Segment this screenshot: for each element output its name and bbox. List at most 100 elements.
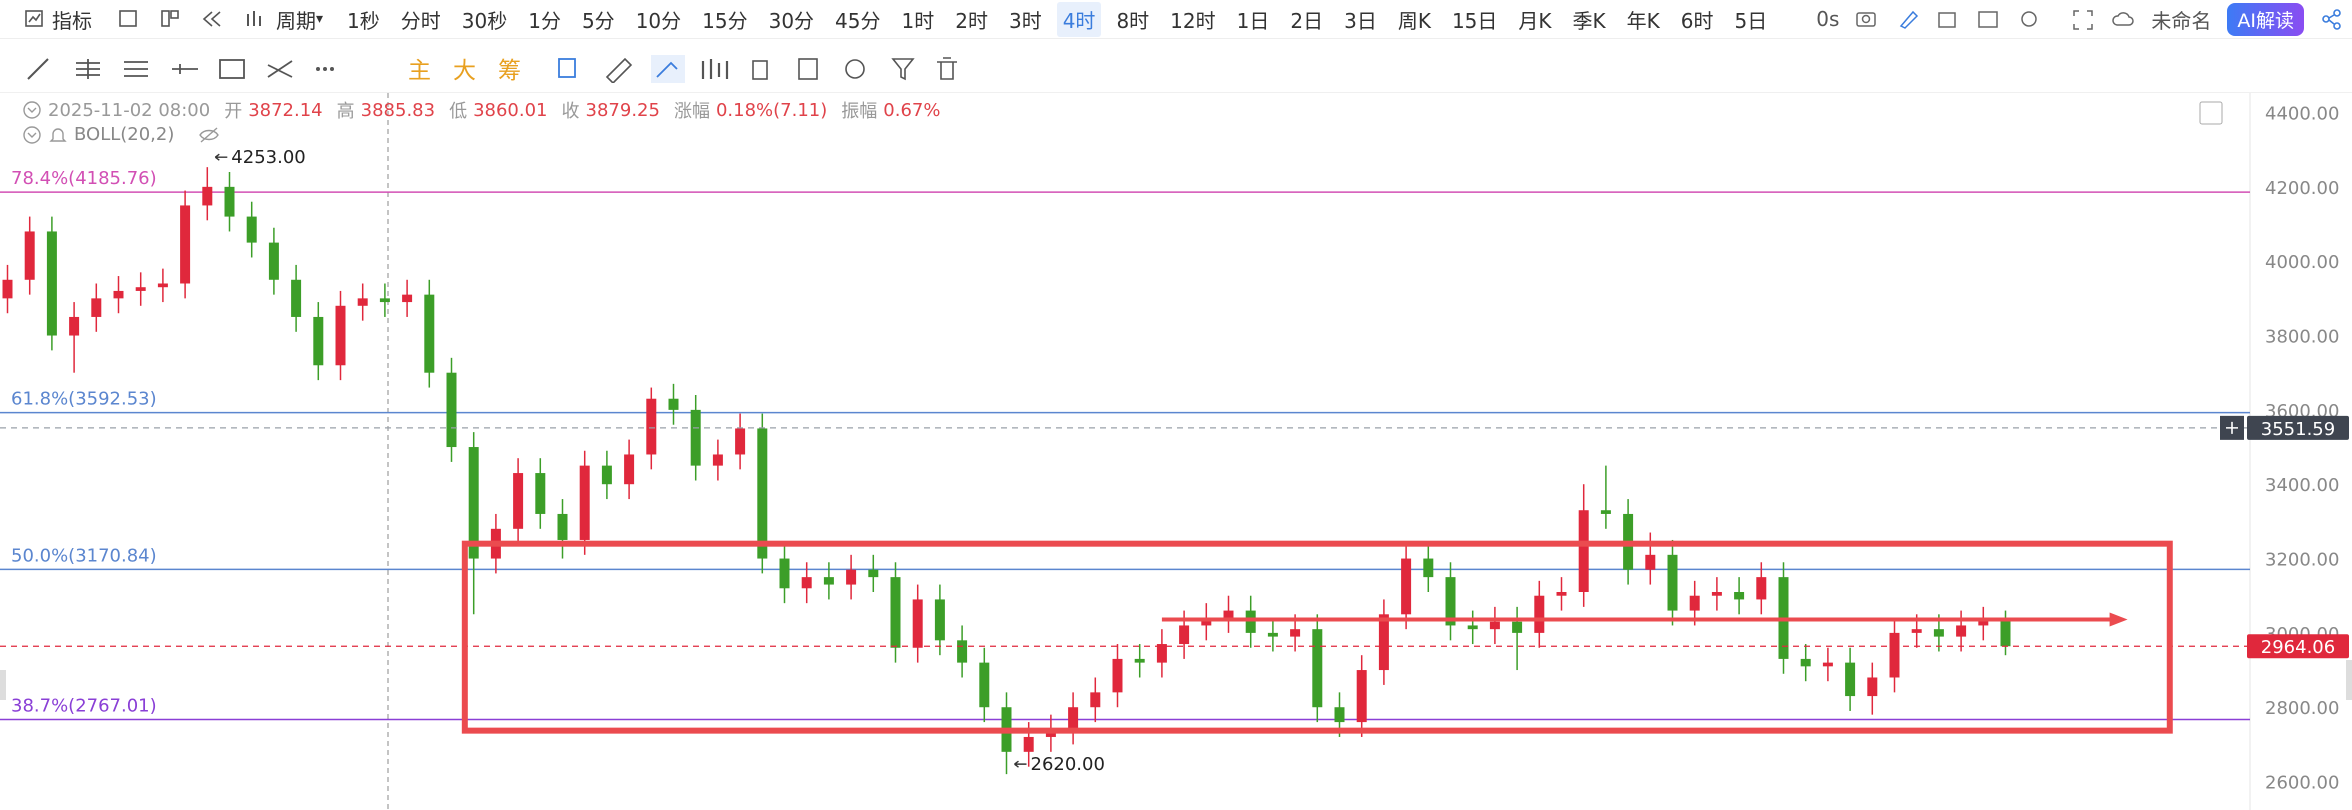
candle-body: [1201, 618, 1212, 626]
interval-button[interactable]: 年K: [1626, 8, 1660, 33]
interval-button[interactable]: 1时: [901, 8, 935, 33]
price-tag-bg: [2247, 634, 2349, 659]
price-tag-bg: [2247, 415, 2349, 440]
interval-button[interactable]: 1分: [528, 8, 561, 33]
candle-body: [46, 231, 57, 336]
candle-body: [1911, 629, 1922, 633]
y-tick-label: 2600.00: [2265, 773, 2339, 794]
interval-button[interactable]: 周K: [1397, 8, 1431, 33]
interval-button[interactable]: 2时: [955, 8, 988, 33]
info-label: 高: [336, 101, 355, 122]
candle-body: [1489, 621, 1500, 630]
candle-body: [24, 231, 35, 280]
interval-button[interactable]: 4时: [1056, 1, 1102, 37]
top-toolbar: 指标 周期 ▾ 1秒 分时 30秒 1分 5分 10分 15分 30分 45分 1时 2时 3时 4时 8…: [0, 0, 2352, 39]
candle-body: [1600, 510, 1611, 514]
interval-list: 1秒 分时 30秒 1分 5分 10分 15分 30分 45分 1时 2时 3时 4时 8时 12时 1日 2日…: [341, 1, 1782, 37]
info-label: 涨幅: [673, 101, 710, 122]
interval-button[interactable]: 15日: [1451, 8, 1498, 33]
candle-body: [1933, 629, 1944, 637]
info-date: 2025-11-02 08:00: [48, 99, 211, 121]
mode-button[interactable]: 主: [408, 58, 431, 84]
candle-body: [1978, 618, 1989, 626]
interval-button[interactable]: 5日: [1734, 8, 1768, 33]
period-button[interactable]: 周期: [276, 8, 316, 33]
candle-body: [1401, 558, 1412, 615]
info-value: 0.18%(7.11): [715, 99, 828, 121]
candle-body: [2000, 618, 2011, 647]
interval-button[interactable]: 5分: [581, 8, 615, 33]
info-label: 开: [224, 101, 243, 122]
candle-body: [1512, 621, 1523, 633]
candle-body: [868, 569, 879, 578]
candle-body: [801, 577, 812, 589]
candle-body: [202, 186, 213, 206]
fullscreen-icon[interactable]: [2071, 8, 2095, 30]
interval-button[interactable]: 1秒: [347, 8, 380, 33]
interval-button[interactable]: 季K: [1572, 8, 1606, 33]
candle-body: [823, 577, 834, 585]
info-value: 3872.14: [248, 99, 323, 121]
candle-body: [1645, 554, 1656, 570]
interval-button[interactable]: 30分: [768, 8, 815, 33]
candle-body: [1956, 625, 1967, 637]
more-tools: [558, 55, 957, 83]
interval-button[interactable]: 1日: [1236, 8, 1270, 33]
candle-body: [624, 454, 635, 485]
fib-label: 50.0%(3170.84): [11, 545, 157, 566]
dropdown-caret: ▾: [316, 11, 324, 27]
share-icon[interactable]: [2320, 8, 2344, 30]
candle-body: [91, 298, 102, 317]
right-handle[interactable]: [2346, 660, 2352, 700]
interval-button[interactable]: 8时: [1116, 8, 1150, 33]
candle-body: [1245, 610, 1256, 633]
candle-body: [268, 242, 279, 280]
expand-button[interactable]: [2199, 101, 2223, 125]
fib-label: 38.7%(2767.01): [11, 695, 157, 716]
left-handle[interactable]: [0, 670, 6, 700]
interval-button[interactable]: 6时: [1680, 8, 1714, 33]
mode-list: 主大筹: [408, 51, 543, 85]
candle-body: [1378, 614, 1389, 671]
candle-body: [1556, 592, 1567, 596]
candle-body: [1667, 554, 1678, 611]
candle-body: [1156, 644, 1167, 663]
hide-icon[interactable]: [198, 125, 220, 145]
y-tick-label: 3800.00: [2265, 327, 2339, 348]
indicator-name: BOLL(20,2): [74, 124, 175, 145]
layout-name[interactable]: 未命名: [2151, 8, 2212, 33]
y-tick-label: 4400.00: [2265, 104, 2339, 125]
interval-button[interactable]: 10分: [635, 8, 682, 33]
ai-button[interactable]: AI解读: [2227, 2, 2304, 36]
candle-body: [735, 428, 746, 455]
candle-body: [180, 205, 191, 284]
info-value: 3860.01: [473, 99, 548, 121]
mode-button[interactable]: 筹: [498, 58, 521, 84]
alert-icon[interactable]: [48, 125, 68, 145]
interval-button[interactable]: 45分: [835, 8, 881, 33]
info-label: 低: [449, 101, 468, 122]
candle-body: [1290, 629, 1301, 637]
y-tick-label: 4000.00: [2265, 252, 2339, 273]
interval-button[interactable]: 分时: [400, 8, 441, 33]
candle-body: [690, 409, 701, 466]
plus-icon: [2226, 421, 2238, 434]
candle-body: [468, 447, 479, 559]
interval-button[interactable]: 2日: [1290, 8, 1324, 33]
candle-body: [1356, 670, 1367, 723]
collapse-icon[interactable]: [22, 125, 42, 145]
interval-button[interactable]: 30秒: [461, 8, 508, 33]
indicator-button[interactable]: 指标: [52, 8, 92, 33]
collapse-icon[interactable]: [22, 100, 42, 120]
interval-button[interactable]: 15分: [702, 8, 748, 33]
candle-body: [1689, 595, 1700, 611]
mode-button[interactable]: 大: [453, 58, 476, 84]
candle-body: [291, 279, 302, 317]
interval-button[interactable]: 3时: [1008, 8, 1042, 33]
interval-button[interactable]: 3日: [1344, 8, 1377, 33]
candle-body: [1711, 592, 1722, 596]
candle-body: [2, 279, 13, 299]
interval-button[interactable]: 月K: [1518, 8, 1552, 33]
interval-button[interactable]: 12时: [1170, 8, 1216, 33]
